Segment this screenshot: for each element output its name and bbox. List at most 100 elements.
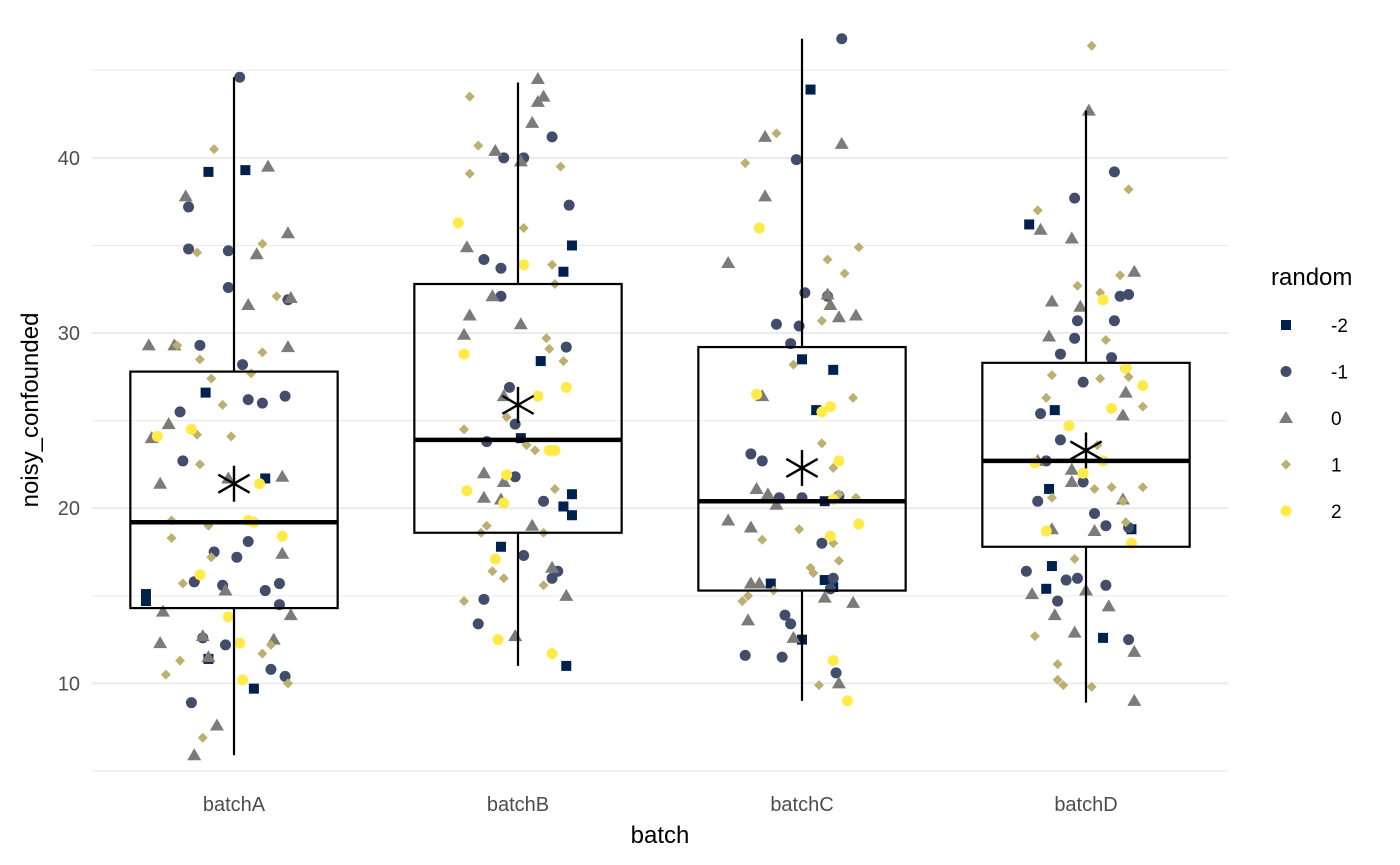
data-point — [459, 240, 474, 253]
data-point — [1137, 401, 1148, 412]
data-point — [1095, 373, 1106, 384]
data-point — [476, 490, 491, 503]
data-point — [1108, 166, 1120, 178]
data-point — [831, 676, 846, 689]
x-tick-label: batchA — [203, 794, 266, 816]
legend-label: 2 — [1331, 502, 1342, 523]
data-point — [853, 518, 865, 530]
data-point — [481, 520, 492, 531]
data-point — [547, 259, 558, 270]
data-point — [153, 476, 168, 489]
data-point — [737, 596, 748, 607]
data-point — [1100, 520, 1112, 532]
data-point — [1025, 587, 1040, 600]
x-axis-title: batch — [631, 822, 690, 849]
data-point — [260, 473, 271, 484]
data-point — [779, 609, 791, 621]
legend-label: 0 — [1331, 409, 1342, 430]
data-point — [1089, 483, 1100, 494]
data-point — [817, 590, 832, 603]
data-point — [140, 589, 151, 600]
legend-key — [1280, 366, 1292, 377]
data-point — [518, 550, 530, 562]
data-point — [1064, 231, 1079, 244]
data-point — [498, 497, 510, 509]
data-point — [174, 406, 186, 418]
data-point — [753, 222, 765, 234]
data-point — [1058, 680, 1069, 691]
data-point — [1033, 222, 1048, 235]
data-point — [538, 580, 549, 591]
data-point — [1137, 380, 1149, 392]
data-point — [275, 546, 290, 559]
x-tick-label: batchD — [1054, 794, 1117, 816]
data-point — [160, 669, 171, 680]
data-point — [185, 697, 197, 709]
data-point — [558, 266, 569, 277]
data-point — [541, 333, 552, 344]
data-point — [273, 578, 285, 590]
data-point — [1054, 348, 1066, 360]
legend-label: -2 — [1331, 316, 1348, 337]
data-point — [495, 290, 507, 302]
data-point — [473, 140, 484, 151]
data-point — [194, 354, 205, 365]
data-point — [1077, 467, 1089, 479]
data-point — [226, 431, 237, 442]
data-point — [478, 593, 490, 605]
data-point — [183, 201, 195, 213]
data-point — [749, 481, 764, 494]
data-point — [153, 636, 168, 649]
data-point — [805, 84, 816, 95]
data-point — [234, 637, 246, 649]
data-point — [544, 343, 555, 354]
data-point — [521, 440, 532, 451]
data-point — [546, 131, 558, 143]
data-point — [549, 483, 560, 494]
x-tick-label: batchC — [770, 794, 833, 816]
data-point — [839, 268, 850, 279]
data-point — [830, 667, 842, 679]
data-point — [234, 71, 246, 83]
data-point — [1081, 103, 1096, 116]
data-point — [462, 308, 477, 321]
data-point — [265, 663, 277, 675]
data-point — [178, 189, 193, 202]
data-point — [786, 630, 801, 643]
data-point — [771, 128, 782, 139]
data-point — [177, 578, 188, 589]
data-point — [769, 497, 784, 510]
iqr-box — [981, 361, 1191, 548]
mean-marker — [1069, 432, 1103, 469]
data-point — [823, 298, 838, 311]
legend-title: random — [1271, 264, 1352, 291]
data-point — [1044, 483, 1055, 494]
x-axis-ticks: batchA batchB batchC batchD — [203, 794, 1118, 816]
data-point — [209, 144, 220, 155]
legend-key — [1280, 505, 1292, 517]
data-point — [231, 551, 243, 563]
data-point — [246, 368, 257, 379]
data-point — [495, 541, 506, 552]
data-point — [1064, 474, 1079, 487]
data-point — [1114, 290, 1126, 302]
data-point — [828, 364, 839, 375]
data-point — [1052, 659, 1063, 670]
data-point — [814, 680, 825, 691]
data-point — [1064, 462, 1079, 475]
data-point — [492, 634, 504, 646]
data-point — [833, 555, 844, 566]
data-point — [816, 438, 827, 449]
data-point — [525, 518, 540, 531]
data-point — [151, 430, 163, 442]
data-point — [816, 406, 828, 418]
data-point — [240, 165, 251, 176]
data-point — [464, 168, 475, 179]
data-point — [185, 423, 197, 435]
data-point — [743, 576, 758, 589]
legend-label: -1 — [1331, 363, 1348, 384]
data-point — [824, 530, 836, 542]
data-point — [1046, 561, 1057, 572]
data-point — [824, 401, 836, 413]
